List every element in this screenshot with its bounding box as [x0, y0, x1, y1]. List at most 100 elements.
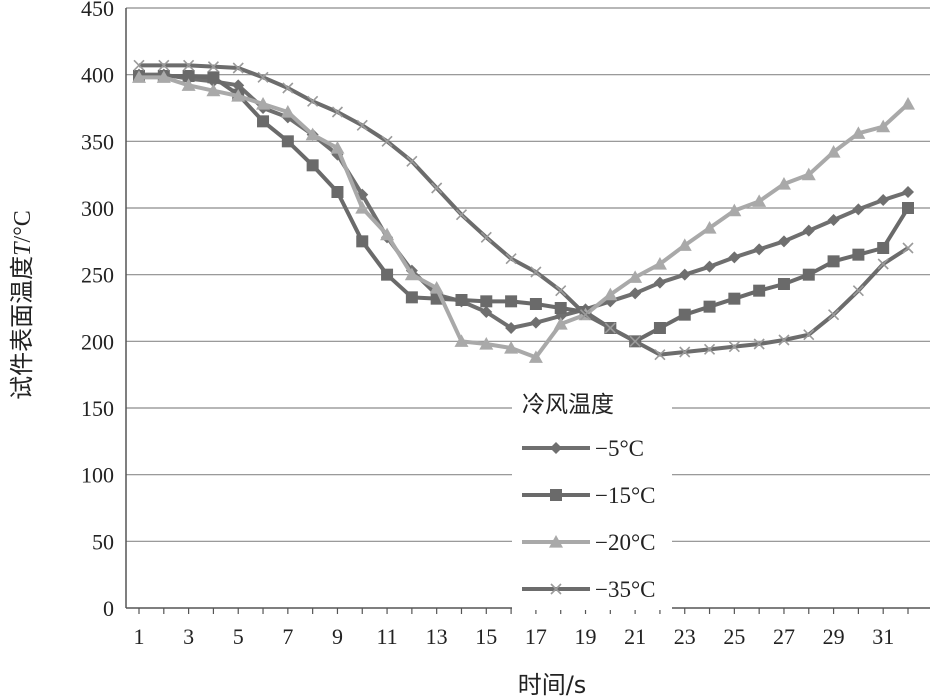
series-3: [132, 70, 915, 363]
legend-swatch-marker: [550, 442, 562, 454]
data-point: [654, 349, 666, 361]
x-tick-label: 13: [426, 624, 448, 649]
x-tick-label: 9: [332, 624, 343, 649]
x-tick-label: 7: [282, 624, 293, 649]
svg-text:试件表面温度T/°C: 试件表面温度T/°C: [8, 210, 36, 400]
data-point: [852, 203, 865, 216]
x-tick-label: 23: [674, 624, 696, 649]
data-point: [677, 238, 692, 251]
data-point: [207, 61, 219, 73]
data-point: [455, 209, 468, 221]
series-line: [139, 74, 910, 344]
x-tick-label: 29: [823, 624, 845, 649]
data-point: [728, 292, 741, 305]
data-point: [678, 268, 691, 281]
data-point: [380, 227, 395, 241]
data-point: [827, 255, 840, 268]
data-point: [355, 201, 370, 214]
data-point: [753, 284, 766, 297]
data-point: [480, 295, 493, 308]
data-point: [828, 309, 840, 321]
data-point: [902, 242, 914, 254]
data-point: [803, 329, 815, 341]
legend-swatch-marker: [549, 535, 563, 548]
y-axis-title-unit: /°C: [10, 210, 36, 242]
data-point: [653, 322, 666, 334]
data-point: [282, 82, 294, 94]
x-tick-label: 1: [134, 624, 145, 649]
y-tick-label: 250: [81, 263, 114, 288]
data-point: [629, 287, 642, 300]
data-point: [158, 59, 170, 71]
data-point: [752, 194, 767, 207]
data-point: [877, 242, 890, 254]
data-point: [728, 341, 740, 353]
y-tick-label: 50: [92, 529, 114, 554]
data-point: [528, 350, 543, 363]
legend-item: −20°C: [522, 530, 656, 555]
data-point: [504, 341, 519, 354]
legend-item: −5°C: [522, 436, 644, 461]
series: [132, 59, 915, 363]
data-point: [505, 322, 518, 334]
data-point: [777, 278, 790, 290]
data-point: [802, 268, 815, 281]
data-point: [356, 235, 369, 248]
data-point: [406, 155, 418, 167]
y-tick-label: 100: [81, 463, 114, 488]
data-point: [257, 71, 269, 83]
data-point: [727, 203, 742, 217]
data-point: [530, 266, 542, 278]
data-point: [702, 221, 717, 234]
data-point: [307, 95, 319, 107]
x-tick-label: 15: [475, 624, 497, 649]
data-point: [529, 298, 542, 310]
data-point: [555, 285, 567, 297]
data-point: [256, 97, 271, 110]
data-point: [231, 89, 246, 102]
data-point: [133, 59, 145, 71]
data-point: [331, 106, 344, 118]
data-point: [901, 97, 915, 110]
y-tick-label: 300: [81, 196, 114, 221]
data-point: [554, 302, 567, 314]
data-point: [156, 70, 171, 83]
y-tick-label: 200: [81, 329, 114, 354]
data-point: [330, 141, 345, 154]
data-point: [877, 194, 890, 206]
data-point: [728, 251, 741, 264]
data-point: [331, 186, 344, 198]
data-point: [629, 335, 641, 347]
series-4: [133, 59, 914, 361]
x-tick-labels: 1 3 5 7 9 11 13 15 17 19 21 23 25 27 29 31: [134, 624, 895, 649]
data-point: [479, 337, 494, 350]
legend-label: −20°C: [595, 530, 656, 555]
series-line: [139, 75, 910, 360]
data-point: [902, 202, 914, 214]
y-axis-title: 试件表面温度T/°C: [8, 210, 36, 400]
data-point: [876, 119, 891, 133]
data-point: [877, 258, 889, 270]
series-2: [133, 70, 914, 348]
data-point: [306, 159, 319, 172]
data-point: [826, 145, 841, 158]
data-point: [429, 281, 444, 294]
data-point: [679, 346, 691, 358]
data-point: [902, 186, 914, 198]
data-point: [381, 135, 393, 147]
data-point: [703, 300, 716, 313]
data-point: [753, 243, 766, 256]
data-point: [652, 257, 667, 270]
series-line: [139, 63, 910, 357]
y-axis-title-main: 试件表面温度: [8, 256, 36, 400]
legend-swatch-marker: [550, 583, 562, 595]
data-point: [603, 287, 618, 301]
data-point: [802, 224, 815, 237]
x-tick-label: 19: [575, 624, 597, 649]
legend-item: −35°C: [522, 577, 656, 602]
data-point: [604, 322, 616, 334]
data-point: [480, 231, 492, 243]
data-point: [852, 248, 865, 261]
gridlines: [126, 7, 930, 542]
